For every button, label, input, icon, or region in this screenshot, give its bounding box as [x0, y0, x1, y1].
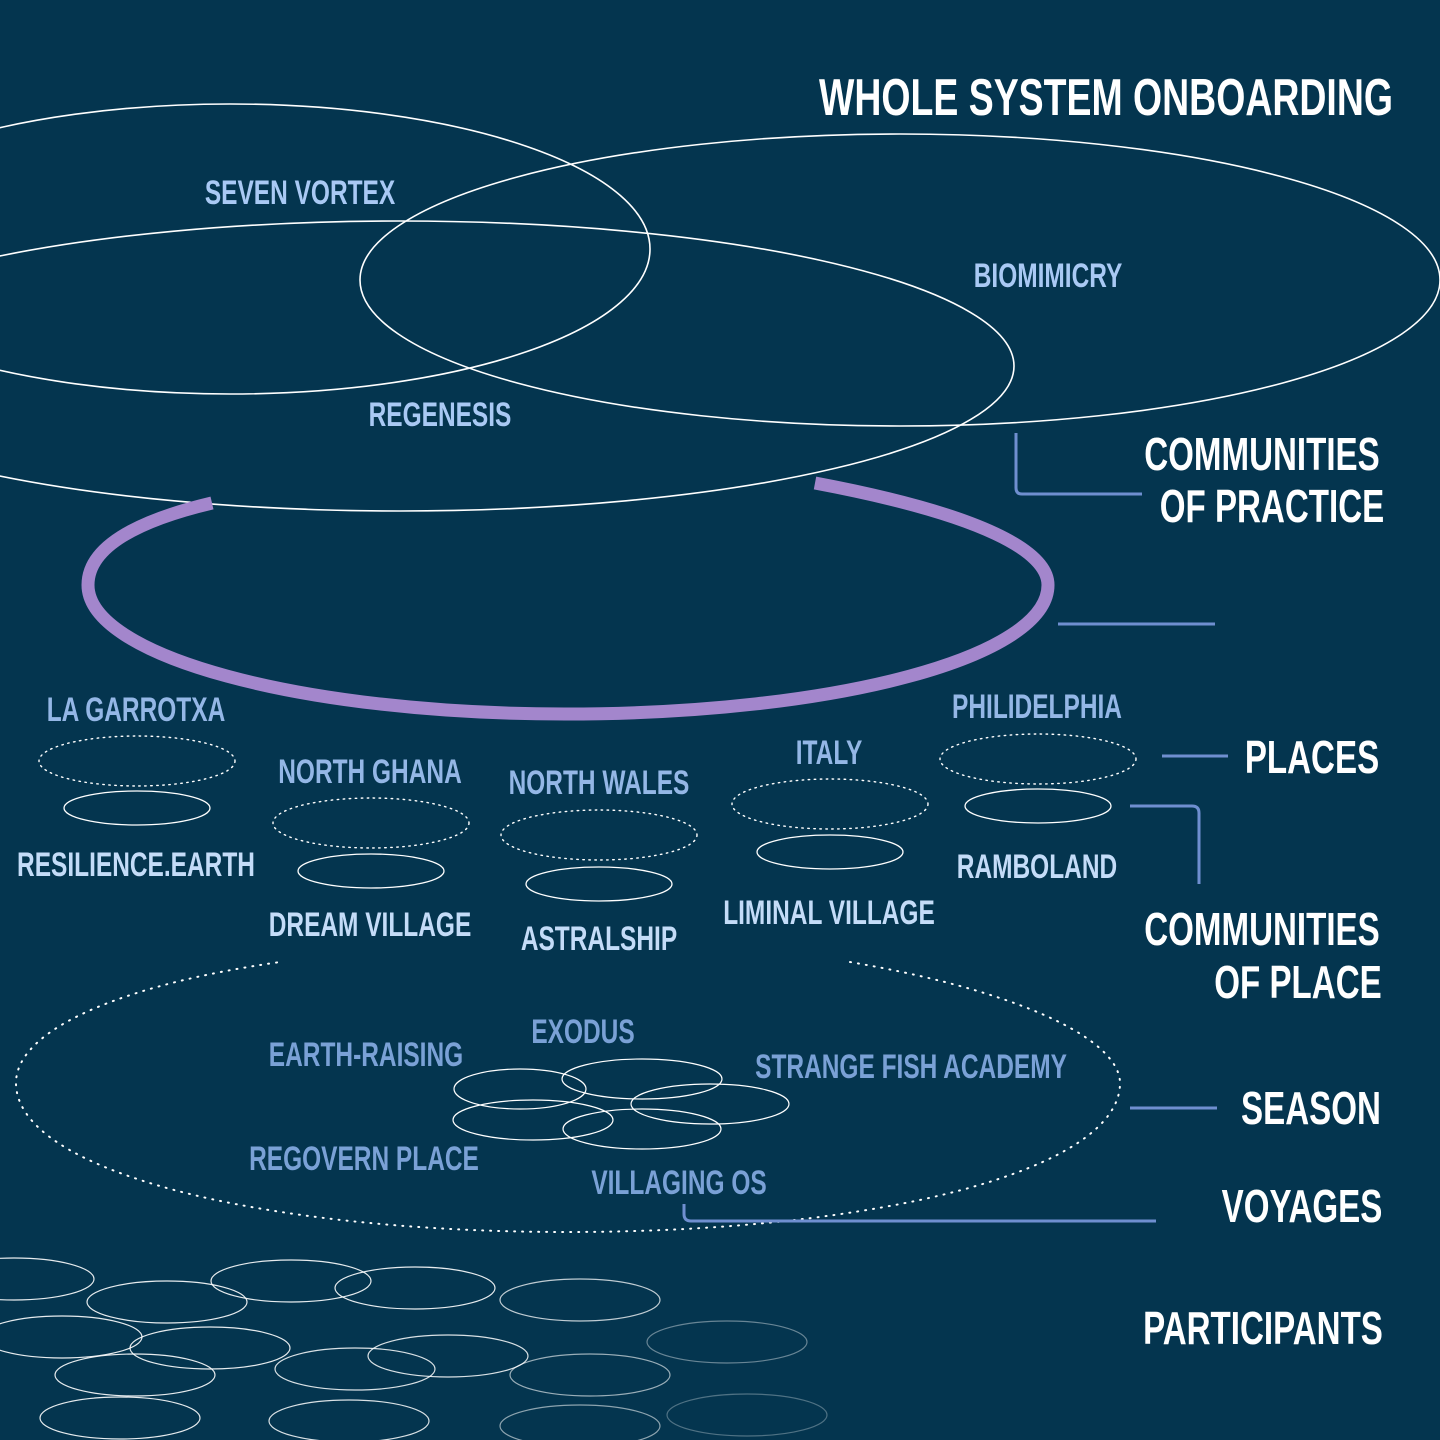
participant-ellipse	[499, 1278, 661, 1322]
community-ellipse-dream-village	[297, 853, 445, 889]
voyage-label-earth-raising: EARTH-RAISING	[269, 1036, 463, 1074]
community-label-ramboland: RAMBOLAND	[957, 848, 1117, 886]
level-label-communities-of-place-line1: COMMUNITIES	[1144, 905, 1380, 955]
seven-vortex-ellipse	[0, 103, 651, 395]
level-label-communities-of-place-line2: OF PLACE	[1214, 958, 1381, 1008]
participant-ellipse	[334, 1266, 496, 1310]
community-label-dream-village: DREAM VILLAGE	[269, 906, 472, 944]
participant-ellipse	[268, 1399, 430, 1440]
place-label-la-garrotxa: LA GARROTXA	[47, 691, 226, 729]
participant-ellipse	[666, 1393, 828, 1437]
level-label-voyages: VOYAGES	[1222, 1182, 1383, 1232]
participant-ellipse	[274, 1347, 436, 1391]
place-label-north-wales: NORTH WALES	[509, 764, 690, 802]
level-label-communities-of-practice-line1: COMMUNITIES	[1144, 430, 1380, 480]
level-labels: COMMUNITIES OF PRACTICE PLACES COMMUNITI…	[1143, 430, 1384, 1354]
place-label-north-ghana: NORTH GHANA	[278, 753, 461, 791]
participants-field	[0, 1257, 828, 1440]
community-ellipse-resilience-earth	[63, 790, 211, 826]
participant-ellipse	[0, 1257, 95, 1301]
participant-ellipse	[39, 1396, 201, 1440]
community-labels: RESILIENCE.EARTH DREAM VILLAGE ASTRALSHI…	[17, 846, 1117, 958]
participant-ellipse	[0, 1315, 143, 1359]
place-ellipse-north-ghana	[272, 797, 470, 849]
voyage-ellipse	[453, 1068, 587, 1110]
voyage-label-strange-fish-academy: STRANGE FISH ACADEMY	[755, 1048, 1067, 1086]
place-ellipse-north-wales	[500, 809, 698, 861]
place-label-italy: ITALY	[796, 734, 863, 772]
communities-of-practice-cluster	[0, 103, 1440, 512]
participant-ellipse	[54, 1353, 216, 1397]
voyage-ellipse	[630, 1083, 790, 1125]
voyage-labels: EARTH-RAISING EXODUS STRANGE FISH ACADEM…	[249, 1013, 1067, 1202]
places-ring	[81, 476, 1055, 721]
regenesis-ellipse	[0, 220, 1015, 512]
level-label-season: SEASON	[1241, 1084, 1381, 1134]
participant-ellipse	[646, 1320, 808, 1364]
practice-label-seven-vortex: SEVEN VORTEX	[205, 174, 396, 212]
connectors	[682, 433, 1228, 1223]
place-pairs	[38, 733, 1137, 902]
places-ring-left-arc	[81, 476, 1055, 721]
voyage-label-villaging-os: VILLAGING OS	[591, 1164, 766, 1202]
voyage-ellipse	[561, 1058, 723, 1100]
place-labels: LA GARROTXA NORTH GHANA NORTH WALES ITAL…	[47, 688, 1122, 802]
place-ellipse-italy	[731, 778, 929, 830]
practice-label-biomimicry: BIOMIMICRY	[974, 257, 1123, 295]
community-ellipse-liminal-village	[756, 834, 904, 870]
connector-voyages	[682, 1204, 1156, 1223]
connector-communities-of-practice	[1014, 433, 1142, 496]
community-label-resilience-earth: RESILIENCE.EARTH	[17, 846, 255, 884]
community-label-astralship: ASTRALSHIP	[521, 920, 677, 958]
level-label-participants: PARTICIPANTS	[1143, 1304, 1383, 1354]
season-ellipse	[14, 961, 1122, 1234]
level-label-communities-of-practice-line2: OF PRACTICE	[1160, 482, 1384, 532]
practice-label-regenesis: REGENESIS	[369, 396, 512, 434]
place-ellipse-la-garrotxa	[38, 735, 236, 787]
practice-labels: SEVEN VORTEX BIOMIMICRY REGENESIS	[205, 174, 1123, 434]
participant-ellipse	[210, 1259, 372, 1303]
level-label-places: PLACES	[1245, 733, 1379, 783]
community-ellipse-ramboland	[964, 788, 1112, 824]
place-label-philidelphia: PHILIDELPHIA	[952, 688, 1122, 726]
voyage-ellipses	[452, 1058, 790, 1150]
season-ellipse-arc	[14, 961, 1122, 1234]
connector-communities-of-place	[1130, 804, 1201, 884]
page-title: WHOLE SYSTEM ONBOARDING	[819, 68, 1393, 127]
participant-ellipse	[367, 1334, 529, 1378]
voyage-label-exodus: EXODUS	[531, 1013, 634, 1051]
community-ellipse-astralship	[525, 866, 673, 902]
community-label-liminal-village: LIMINAL VILLAGE	[723, 894, 935, 932]
voyage-label-regovern-place: REGOVERN PLACE	[249, 1140, 479, 1178]
place-ellipse-philidelphia	[939, 733, 1137, 785]
biomimicry-ellipse	[359, 133, 1440, 427]
participant-ellipse	[86, 1280, 248, 1324]
participant-ellipse	[129, 1326, 291, 1370]
participant-ellipse	[499, 1404, 661, 1440]
participant-ellipse	[509, 1353, 671, 1397]
voyage-ellipse	[452, 1099, 614, 1141]
voyage-ellipse	[562, 1108, 722, 1150]
